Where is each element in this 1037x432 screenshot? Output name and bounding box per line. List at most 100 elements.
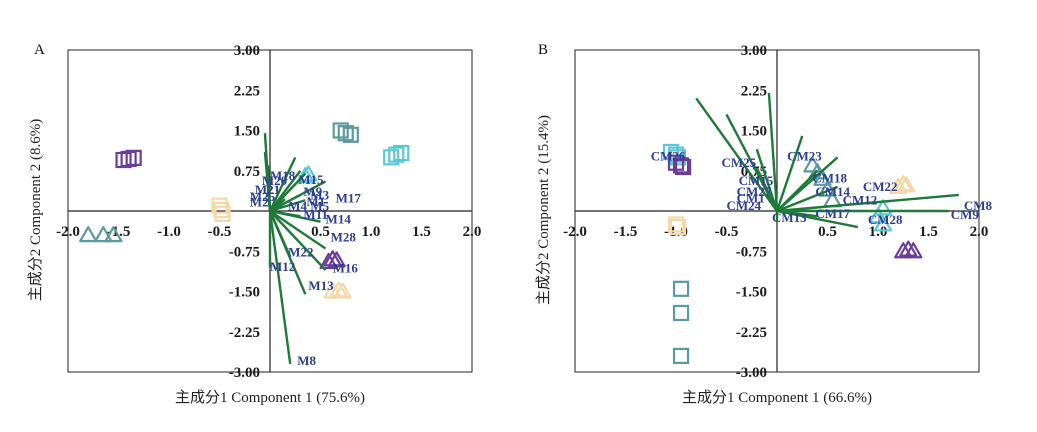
sample-triangle-marker bbox=[79, 226, 98, 243]
loading-label: CM17 bbox=[815, 206, 850, 221]
loading-label: M9 bbox=[303, 184, 322, 199]
loading-vector bbox=[775, 135, 804, 212]
loading-label: M15 bbox=[298, 172, 324, 187]
sample-square-marker bbox=[669, 219, 687, 236]
sample-triangle-marker bbox=[327, 251, 346, 268]
sample-triangle-marker bbox=[813, 169, 832, 186]
y-tick-label: -3.00 bbox=[229, 365, 260, 381]
sample-square-marker bbox=[672, 304, 690, 322]
sample-square-marker bbox=[342, 126, 359, 143]
loading-vector bbox=[266, 189, 272, 212]
loading-vector bbox=[776, 193, 959, 213]
loading-label: M21 bbox=[255, 182, 280, 197]
x-tick-label: -2.0 bbox=[56, 224, 80, 240]
x-tick-label: 1.0 bbox=[869, 224, 888, 240]
x-tick-label: 2.0 bbox=[970, 224, 989, 240]
sample-triangle-marker bbox=[873, 199, 893, 216]
sample-square-marker bbox=[388, 146, 405, 163]
loading-label: M2 bbox=[250, 195, 269, 210]
loading-label: CM24 bbox=[727, 198, 762, 213]
sample-square-marker bbox=[672, 157, 690, 174]
y-tick-label: -2.25 bbox=[736, 325, 767, 341]
loading-vector bbox=[776, 185, 839, 213]
y-tick-label: 1.50 bbox=[234, 124, 260, 140]
loading-label: CM15 bbox=[739, 173, 774, 188]
y-axis-title: 主成分2 Component 2 (8.6%) bbox=[27, 119, 44, 301]
loading-label: M22 bbox=[288, 244, 313, 259]
y-tick-label: 2.25 bbox=[234, 83, 260, 99]
loading-vector bbox=[269, 210, 327, 250]
loading-label: M11 bbox=[303, 207, 328, 222]
y-axis-title: 主成分2 Component 2 (15.4%) bbox=[535, 115, 552, 305]
x-tick-label: -0.5 bbox=[208, 224, 232, 240]
loading-label: CM26 bbox=[651, 148, 686, 163]
loading-label: M4 bbox=[288, 199, 307, 214]
loading-label: CM25 bbox=[721, 155, 756, 170]
x-tick-label: -2.0 bbox=[563, 224, 587, 240]
loading-label: M3 bbox=[310, 187, 329, 202]
loading-label: CM8 bbox=[964, 198, 993, 213]
loading-label: CM27 bbox=[737, 184, 772, 199]
y-tick-label: 3.00 bbox=[234, 43, 260, 59]
y-tick-label: 2.25 bbox=[741, 83, 767, 99]
loading-vector bbox=[755, 148, 779, 212]
sample-triangle-marker bbox=[94, 226, 113, 243]
loading-vector bbox=[776, 209, 859, 229]
panel-a: A-2.0 -1.5 -1.0 -0.5 0.5 1.0 1.5 2.03.002.251.5… bbox=[27, 42, 481, 406]
loading-vector bbox=[268, 210, 292, 365]
sample-triangle-marker bbox=[104, 226, 123, 243]
loading-vector bbox=[269, 170, 302, 212]
sample-square-marker bbox=[332, 122, 349, 139]
sample-triangle-marker bbox=[904, 242, 923, 259]
loading-label: M5 bbox=[310, 199, 329, 214]
sample-triangle-marker bbox=[899, 240, 918, 257]
loading-vector bbox=[269, 199, 306, 213]
loading-label: M25 bbox=[250, 189, 276, 204]
loading-label: M1 bbox=[306, 194, 325, 209]
sample-square-marker bbox=[667, 216, 685, 233]
y-tick-label: -1.50 bbox=[229, 285, 260, 301]
y-tick-label: -3.00 bbox=[736, 365, 767, 381]
sample-square-marker bbox=[383, 149, 400, 166]
loading-vector bbox=[269, 210, 327, 271]
loading-label: CM23 bbox=[787, 148, 822, 163]
loading-label: CM9 bbox=[951, 207, 980, 222]
sample-square-marker bbox=[393, 144, 410, 162]
loading-label: CM1 bbox=[737, 191, 765, 206]
loading-label: M28 bbox=[331, 229, 357, 244]
loading-vector bbox=[695, 97, 778, 212]
x-tick-label: 1.5 bbox=[412, 224, 431, 240]
sample-square-marker bbox=[674, 158, 692, 176]
y-tick-label: 0.75 bbox=[234, 164, 260, 180]
x-axis-title: 主成分1 Component 1 (75.6%) bbox=[175, 389, 365, 406]
loading-label: M12 bbox=[270, 259, 295, 274]
sample-triangle-marker bbox=[868, 207, 888, 224]
loading-vector bbox=[765, 194, 779, 212]
loading-label: M16 bbox=[333, 260, 359, 275]
loading-label: CM22 bbox=[863, 179, 898, 194]
loading-label: CM13 bbox=[772, 210, 807, 225]
y-tick-label: -1.50 bbox=[736, 285, 767, 301]
sample-square-marker bbox=[337, 125, 354, 142]
loading-label: M13 bbox=[308, 278, 334, 293]
panel-b: B-2.0 -1.5 -1.0 -0.5 0.5 1.0 1.5 2.03.002.251.5… bbox=[535, 42, 993, 406]
loading-vector bbox=[767, 92, 779, 212]
y-tick-label: -2.25 bbox=[229, 325, 260, 341]
x-tick-label: 1.0 bbox=[362, 224, 381, 240]
x-tick-label: -1.5 bbox=[614, 224, 638, 240]
sample-triangle-marker bbox=[333, 282, 352, 299]
panel-letter: B bbox=[538, 42, 548, 58]
sample-triangle-marker bbox=[897, 176, 916, 193]
x-axis-title: 主成分1 Component 1 (66.6%) bbox=[682, 389, 872, 406]
y-tick-label: 1.50 bbox=[741, 124, 767, 140]
sample-square-marker bbox=[125, 149, 142, 166]
x-tick-label: 0.5 bbox=[818, 224, 837, 240]
x-tick-label: 0.5 bbox=[311, 224, 330, 240]
loading-label: M14 bbox=[326, 212, 352, 227]
loading-label: CM12 bbox=[843, 193, 878, 208]
loading-label: CM28 bbox=[868, 212, 903, 227]
loading-label: M18 bbox=[270, 168, 296, 183]
sample-square-marker bbox=[672, 280, 690, 297]
